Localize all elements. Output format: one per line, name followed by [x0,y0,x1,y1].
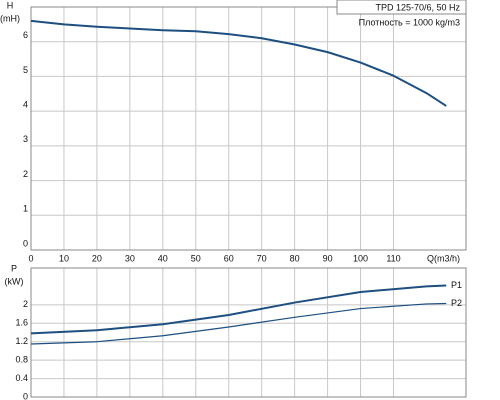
x-tick-label: 90 [323,253,333,263]
x-tick-label: 80 [290,253,300,263]
y-tick-label: 1 [23,204,28,214]
plot-frame [30,6,467,251]
y-axis-label: (mH) [0,13,20,23]
data-line [30,19,447,107]
y-axis-label: P [11,263,17,273]
x-tick-label: 60 [224,253,234,263]
y-tick-label: 2 [23,169,28,179]
title-box [336,0,467,15]
data-line [30,284,447,335]
y-tick-label: 3 [23,134,28,144]
y-tick-label: 5 [23,65,28,75]
y-tick-label: 0 [23,391,28,400]
chart-title: TPD 125-70/6, 50 Hz [375,2,460,12]
y-tick-label: 0 [23,238,28,248]
x-tick-label: 50 [191,253,201,263]
y-axis-label: (kW) [5,276,24,286]
x-tick-label: 10 [59,253,69,263]
legend-label: P1 [451,280,462,290]
y-tick-label: 0.4 [15,373,28,383]
y-tick-label: 2 [23,299,28,309]
y-tick-label: 4 [23,100,28,110]
data-line [30,302,447,345]
legend-label: P2 [451,298,462,308]
x-tick-label: 30 [125,253,135,263]
x-axis-label: Q(m3/h) [427,253,460,263]
x-tick-label: 20 [92,253,102,263]
y-axis-label: H [7,0,14,10]
y-tick-label: 1.6 [15,318,28,328]
y-tick-label: 0.8 [15,355,28,365]
x-tick-label: 70 [257,253,267,263]
x-tick-label: 110 [386,253,400,263]
x-tick-label: 100 [353,253,368,263]
y-tick-label: 6 [23,30,28,40]
x-tick-label: 40 [158,253,168,263]
chart-subtitle: Плотность = 1000 kg/m3 [359,17,460,27]
x-tick-label: 0 [28,253,33,263]
y-tick-label: 1.2 [15,336,28,346]
